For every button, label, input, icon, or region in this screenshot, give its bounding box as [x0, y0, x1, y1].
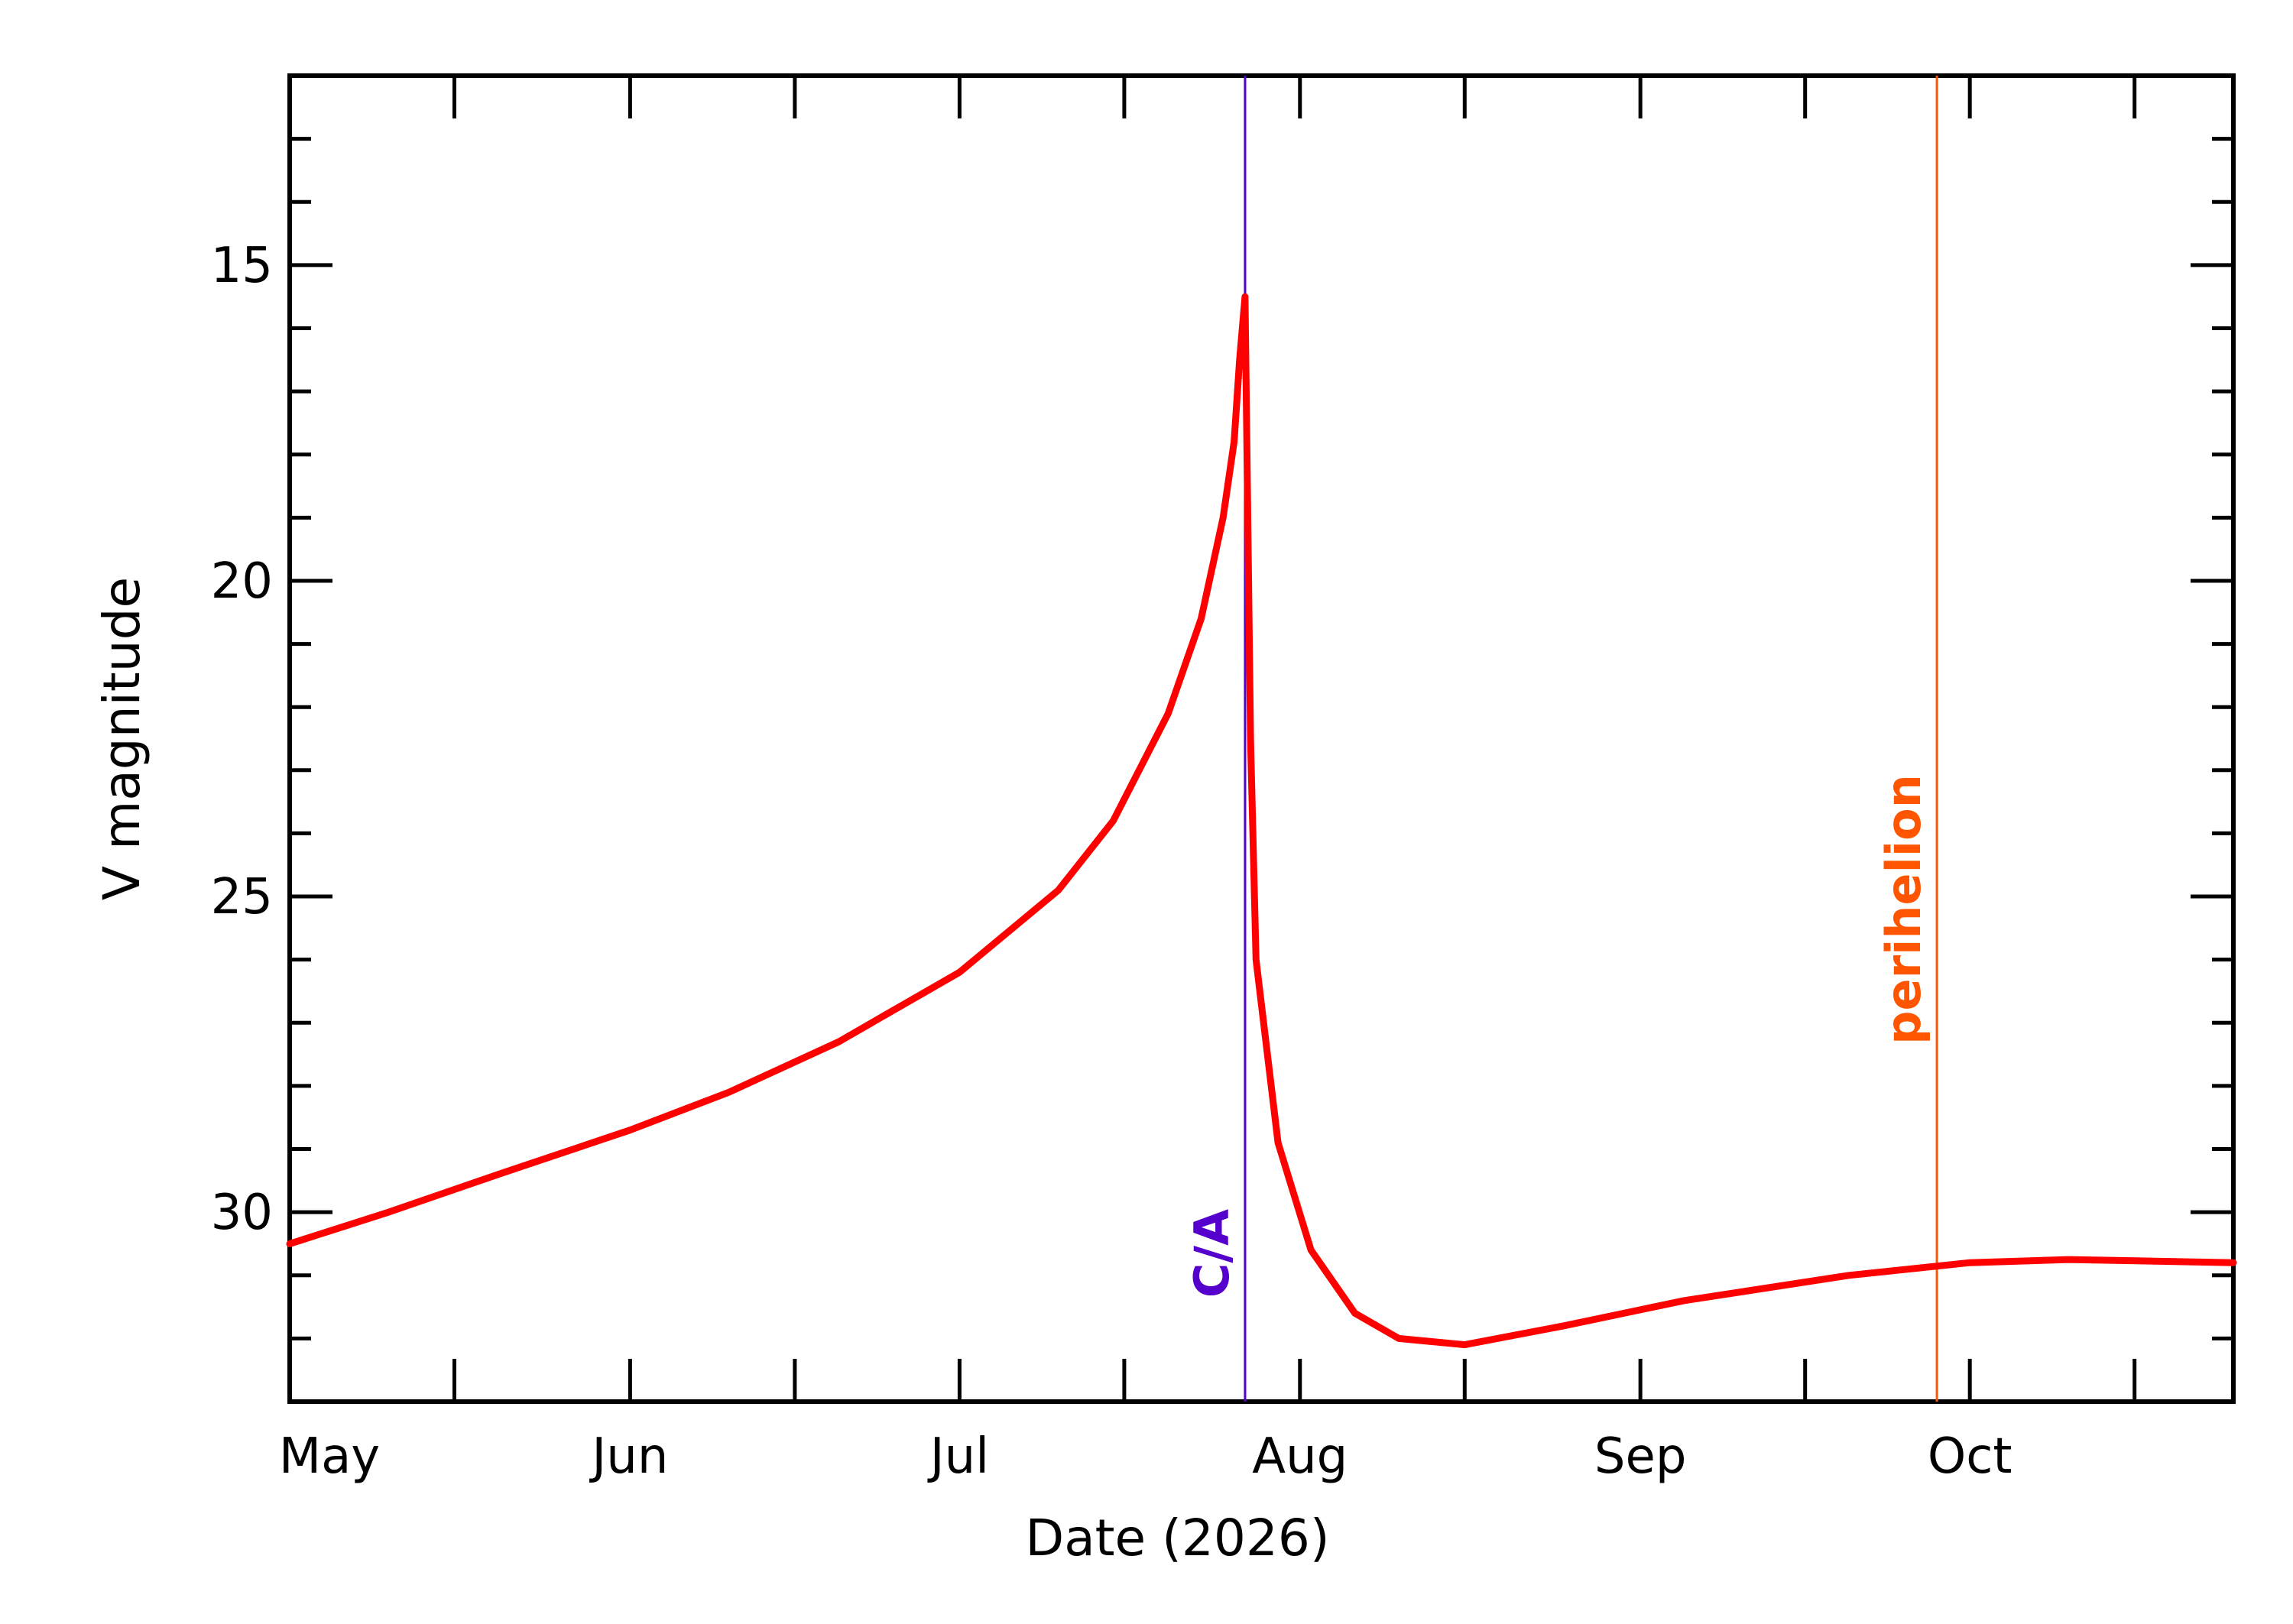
- magnitude-curve: [286, 293, 2237, 1349]
- y-tick-label: 20: [211, 553, 273, 610]
- y-axis-ticks: 15 20 25 30: [211, 73, 2233, 1404]
- y-tick-label: 30: [211, 1185, 273, 1241]
- x-tick-label: Jul: [927, 1428, 989, 1485]
- x-tick-label: Sep: [1594, 1428, 1687, 1485]
- x-tick-label: May: [279, 1428, 380, 1485]
- annotation-label: perihelion: [1876, 774, 1931, 1045]
- x-axis-ticks: May Jun Jul Aug Sep Oct: [279, 76, 2137, 1485]
- x-tick-label: Oct: [1928, 1428, 2012, 1485]
- y-tick-label: 25: [211, 869, 273, 925]
- x-tick-label: Aug: [1252, 1428, 1348, 1485]
- plot-frame: [287, 73, 2236, 1404]
- x-tick-label: Jun: [589, 1428, 668, 1485]
- annotation-label: C/A: [1184, 1209, 1240, 1298]
- y-axis-label: V magnitude: [92, 577, 151, 900]
- x-axis-label: Date (2026): [1025, 1509, 1329, 1567]
- y-tick-label: 15: [211, 238, 273, 294]
